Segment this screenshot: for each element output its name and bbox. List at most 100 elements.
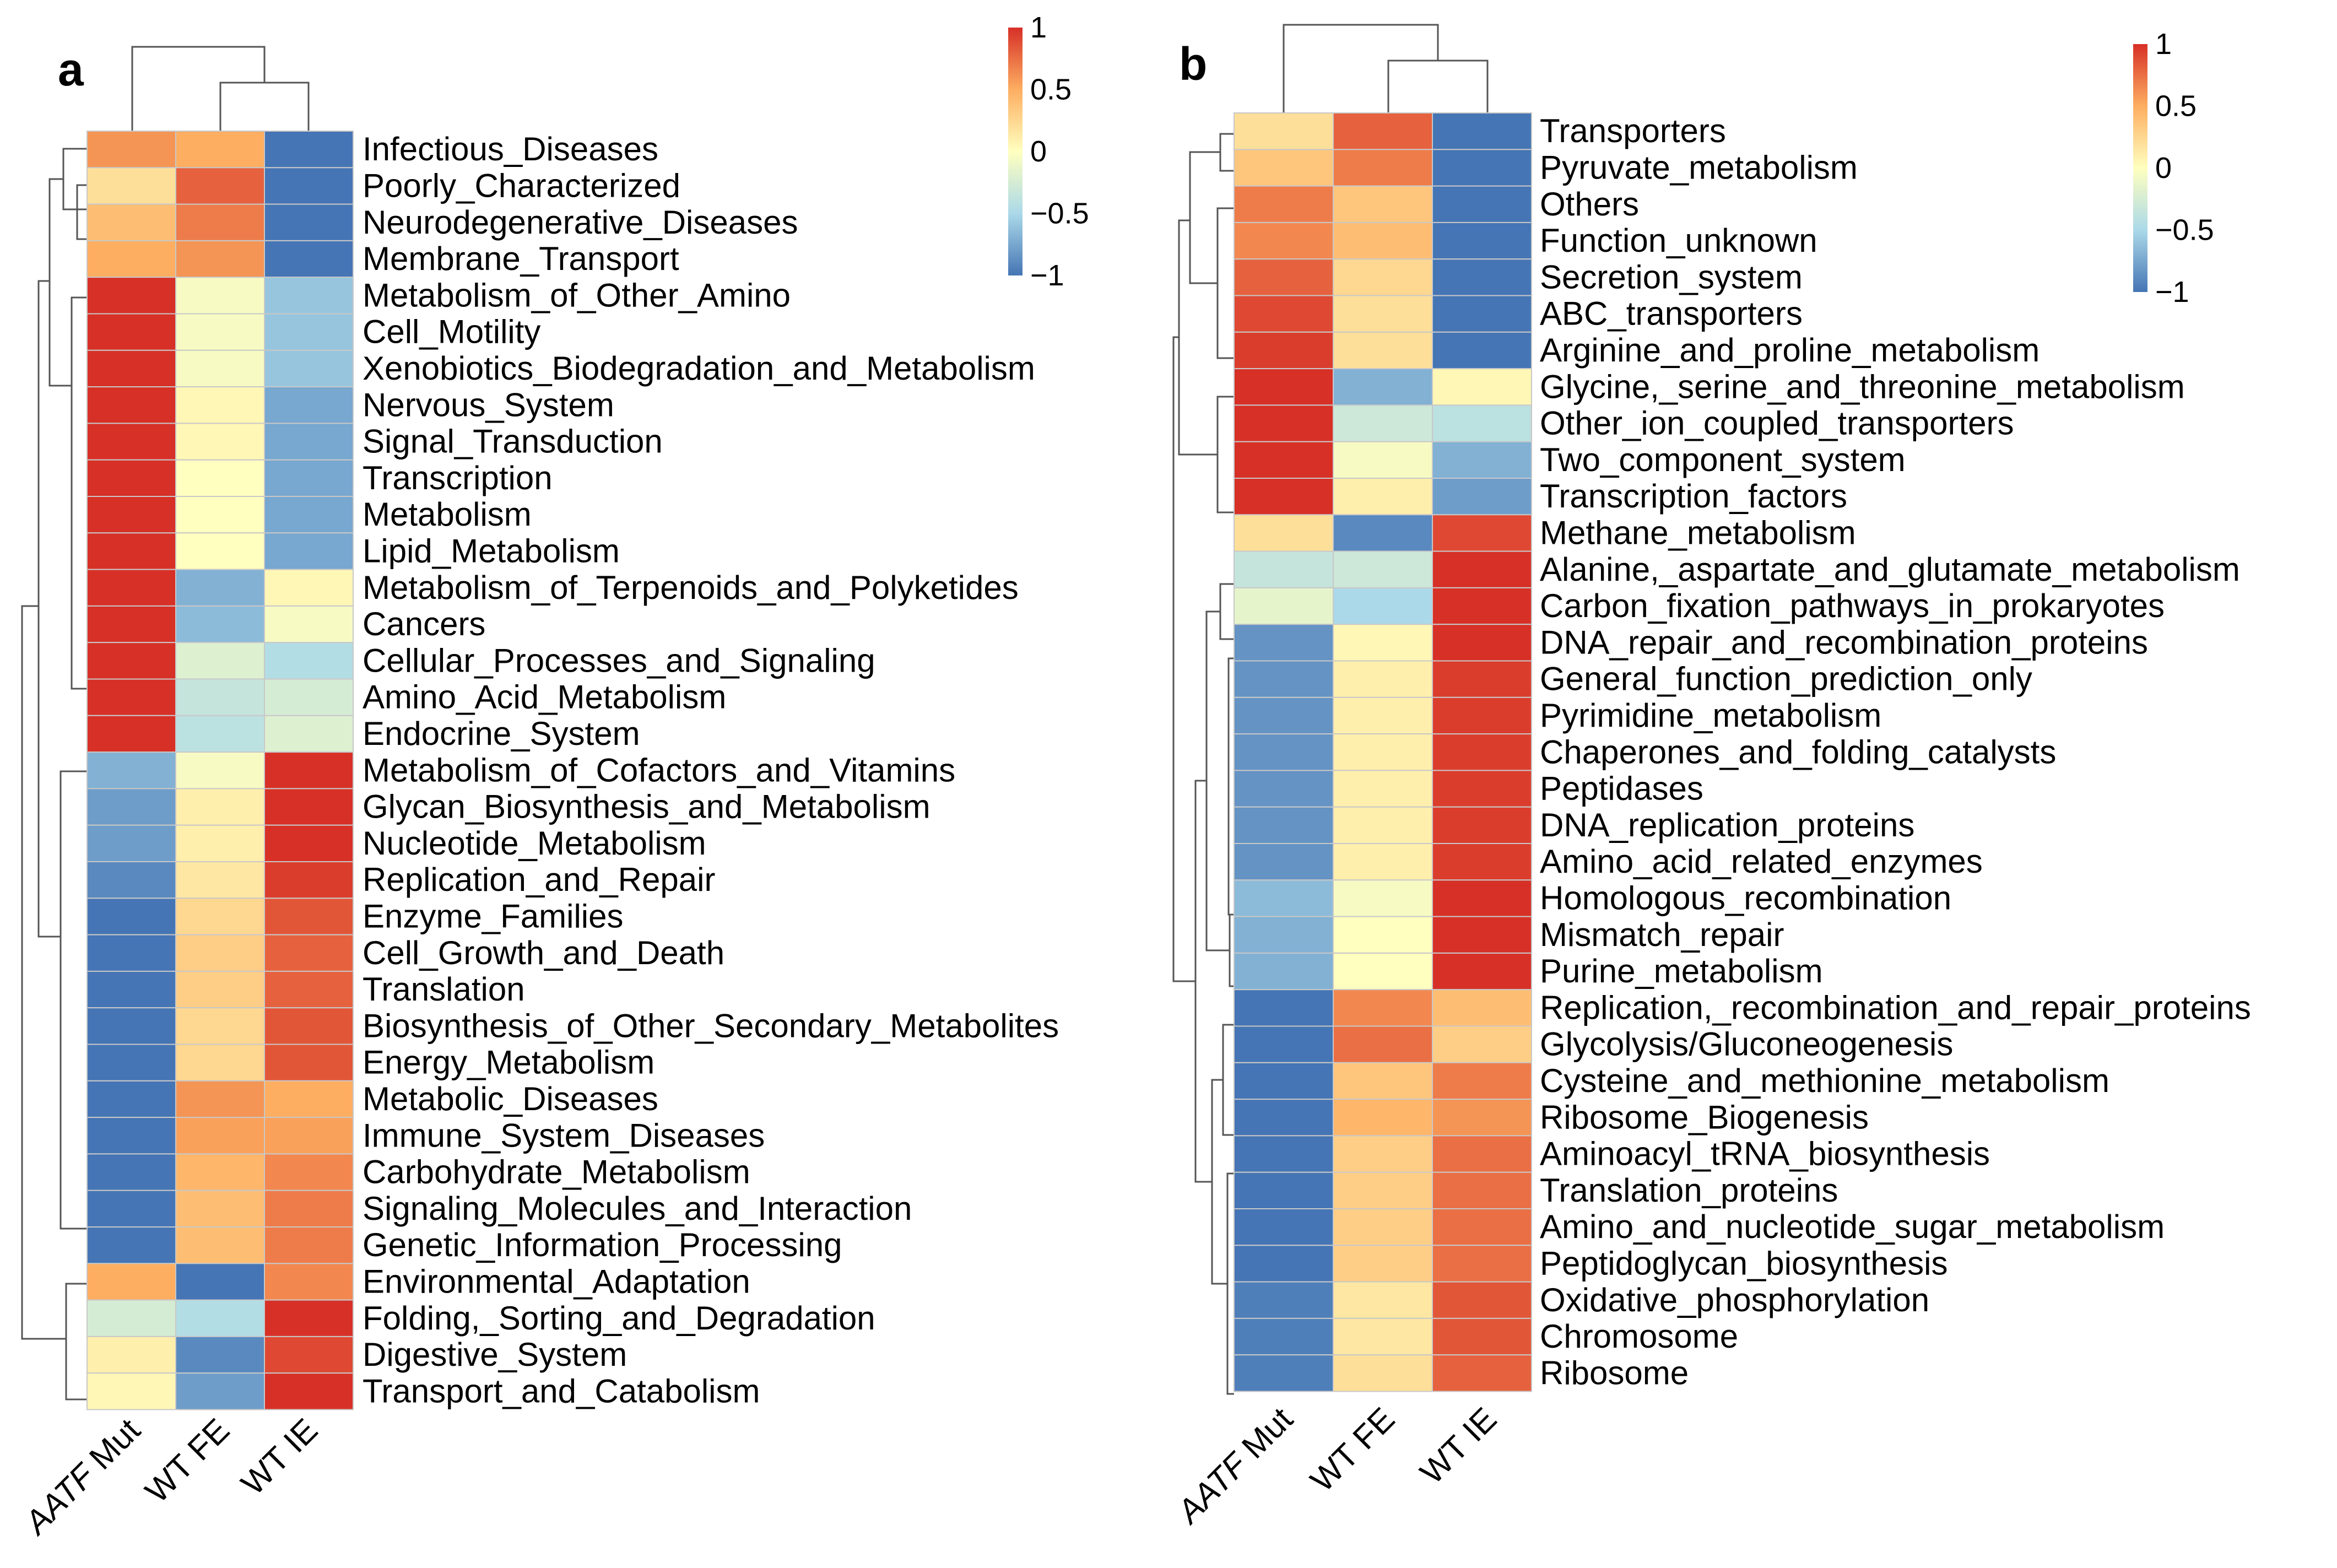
heatmap-cell [86,788,176,826]
row-label-dna-repair-and-recombination-proteins: DNA_repair_and_recombination_proteins [1540,624,2148,661]
colorbar-tick-label: 1 [2155,28,2172,61]
row-label-nervous-system: Nervous_System [363,386,614,423]
heatmap-cell [1333,514,1433,552]
heatmap-cell [1333,770,1433,808]
row-dendrogram-b [1172,133,1234,1395]
heatmap-cell [1432,1208,1532,1246]
heatmap-cell [264,1372,354,1410]
heatmap-cell [264,934,354,972]
row-label-replication-recombination-and-repair-proteins: Replication,_recombination_and_repair_pr… [1540,989,2251,1026]
colorbar-tick-label: 0.5 [1030,73,1072,106]
heatmap-cell [86,277,176,315]
heatmap-cell [1234,879,1334,917]
column-label-wt-fe: WT FE [138,1412,237,1510]
heatmap-cell [264,569,354,607]
column-dendrogram-a [131,46,310,131]
heatmap-cell [1432,478,1532,516]
heatmap-cell [86,532,176,570]
heatmap-cell [1333,952,1433,991]
colorbar-b: 1 0.5 0 −0.5 −1 [2133,28,2214,309]
heatmap-cell [1234,624,1334,662]
heatmap-cell [1234,441,1334,479]
heatmap-cell [86,459,176,498]
heatmap-cell [1333,1208,1433,1246]
heatmap-cell [1333,478,1433,516]
heatmap-cell [86,1189,176,1228]
panel-letter-a: a [58,44,84,95]
colorbar-tick-label: 0.5 [2155,90,2197,123]
heatmap-cell [1432,331,1532,370]
row-label-transporters: Transporters [1540,112,1726,149]
row-label-two-component-system: Two_component_system [1540,441,1906,478]
heatmap-cell [264,313,354,351]
heatmap-cell [86,423,176,461]
heatmap-cell [86,970,176,1009]
heatmap-cell [264,131,354,169]
heatmap-cell [264,1153,354,1191]
heatmap-cell [175,167,265,205]
row-label-transport-and-catabolism: Transport_and_Catabolism [363,1372,760,1409]
row-label-environmental-adaptation: Environmental_Adaptation [363,1263,750,1300]
heatmap-cell [175,861,265,899]
heatmap-cell [1234,295,1334,333]
heatmap-cell [175,423,265,461]
heatmap-cell [1234,1208,1334,1246]
heatmap-cell [175,1117,265,1155]
heatmap-cell [264,1117,354,1155]
column-labels-b: AATF Mut WT FE WT IE [1169,1401,1503,1532]
row-label-nucleotide-metabolism: Nucleotide_Metabolism [363,825,706,862]
heatmap-cell [1234,185,1334,223]
heatmap-cell [264,678,354,716]
row-label-chaperones-and-folding-catalysts: Chaperones_and_folding_catalysts [1540,733,2056,770]
heatmap-cell [1432,770,1532,808]
row-label-translation: Translation [363,971,525,1008]
heatmap-cell [1333,1281,1433,1319]
column-label-aatf-mut: AATF Mut [1169,1401,1300,1532]
row-label-endocrine-system: Endocrine_System [363,715,640,752]
heatmap-cell [86,1043,176,1082]
heatmap-cell [264,423,354,461]
heatmap-cell [86,861,176,899]
heatmap-cell [175,131,265,169]
row-label-cysteine-and-methionine-metabolism: Cysteine_and_methionine_metabolism [1540,1062,2109,1099]
heatmap-cell [264,788,354,826]
heatmap-cell [175,897,265,936]
row-label-metabolism: Metabolism [363,496,532,533]
heatmap-cell [1333,295,1433,333]
heatmap-panel-b: b TransportersPyruvate_metabolismOthersF… [1169,24,2251,1532]
heatmap-cell [1333,1245,1433,1283]
row-label-translation-proteins: Translation_proteins [1540,1172,1838,1209]
heatmap-cell [1234,1354,1334,1392]
heatmap-cell [175,386,265,424]
heatmap-cell [1333,660,1433,698]
row-label-methane-metabolism: Methane_metabolism [1540,514,1856,551]
row-label-function-unknown: Function_unknown [1540,222,1817,259]
heatmap-cell [175,1263,265,1301]
heatmap-cell [1432,149,1532,187]
heatmap-cell [175,788,265,826]
heatmap-cell [1432,1025,1532,1063]
heatmap-cell [1432,696,1532,735]
heatmap-cells-a [86,131,354,1410]
row-label-pyrimidine-metabolism: Pyrimidine_metabolism [1540,697,1881,734]
row-label-glycan-biosynthesis-and-metabolism: Glycan_Biosynthesis_and_Metabolism [363,788,931,825]
row-label-alanine-aspartate-and-glutamate-metabolism: Alanine,_aspartate_and_glutamate_metabol… [1540,551,2240,588]
heatmap-cell [1432,624,1532,662]
heatmap-cell [1432,806,1532,844]
heatmap-cell [175,277,265,315]
heatmap-cell [264,459,354,498]
heatmap-cell [1432,1281,1532,1319]
row-label-other-ion-coupled-transporters: Other_ion_coupled_transporters [1540,405,2014,442]
row-dendrogram-a [21,148,87,1401]
heatmap-cell [1234,1245,1334,1283]
heatmap-cell [1234,806,1334,844]
column-label-wt-ie: WT IE [1413,1401,1503,1491]
heatmap-cell [1234,1062,1334,1100]
heatmap-cell [175,970,265,1009]
colorbar-gradient-b [2133,44,2147,292]
row-label-mismatch-repair: Mismatch_repair [1540,916,1784,953]
heatmap-cell [1333,733,1433,771]
heatmap-cell [1234,770,1334,808]
